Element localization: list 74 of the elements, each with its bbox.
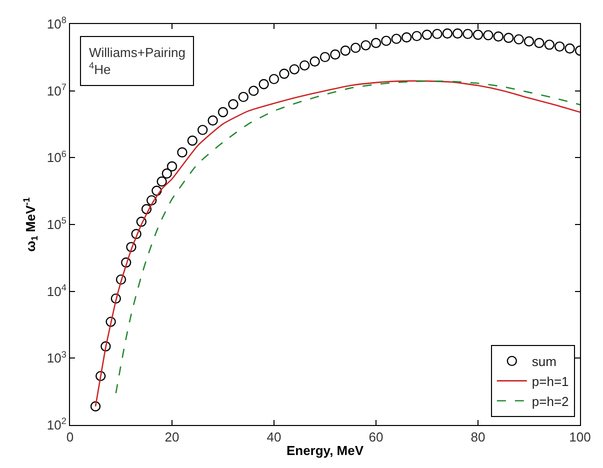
point [534,38,544,48]
point [350,42,361,53]
point [422,30,432,40]
point [268,74,280,84]
point [462,28,473,40]
point [310,56,320,67]
point [136,216,146,227]
point [187,136,198,146]
point [156,176,167,187]
point [504,32,514,43]
point [110,293,121,304]
y-tick-label: 10$^{6}$ [46,148,66,166]
point [564,43,575,54]
point [442,28,452,39]
point [198,124,208,136]
point [166,161,178,172]
point [432,28,442,40]
y-tick-label: 10$^{8}$ [46,15,66,32]
point [218,107,228,118]
annotation: Williams+Pairing [89,45,186,60]
point [402,32,412,43]
point [452,28,463,39]
x-tick-label: 60 [368,430,384,445]
legend-label: p=h=2 [532,394,569,409]
point [544,40,554,50]
legend-label: sum [532,354,556,369]
point [320,52,330,62]
point [162,168,172,179]
y-tick-label: 10$^{7}$ [46,82,66,98]
annotation: $^{4}$He [89,60,111,77]
point [300,60,310,71]
point [289,64,300,74]
point [554,41,565,52]
point [208,115,218,126]
point [126,242,136,252]
point [146,195,157,206]
point [258,79,269,90]
point [152,186,162,196]
x-tick-label: 20 [164,430,180,445]
point [90,401,101,412]
point [370,38,382,48]
point [412,30,422,42]
y-tick-label: 10$^{2}$ [46,416,66,433]
point [524,36,534,46]
point [106,316,116,327]
x-tick-label: 100 [569,430,591,445]
legend-label: p=h=1 [532,374,569,389]
x-axis-title: Energy, MeV [286,443,364,458]
point [279,68,290,79]
y-tick-label: 10$^{4}$ [46,282,66,299]
point [360,40,371,50]
y-tick-label: 10$^{5}$ [46,216,66,232]
x-tick-label: 40 [266,430,282,445]
point [228,99,238,110]
point [177,147,188,158]
point [340,46,350,56]
point [483,30,494,40]
point [248,86,259,96]
point [121,257,132,268]
point [116,274,126,285]
point [141,204,152,214]
point [96,370,106,382]
point [381,36,392,46]
y-tick-label: 10$^{3}$ [46,349,66,366]
point [100,341,111,352]
point [330,49,340,60]
point [472,30,484,40]
x-tick-label: 80 [470,430,486,445]
x-tick-label: 0 [66,430,74,445]
point [493,31,504,42]
point [391,34,402,44]
point [238,92,248,102]
point [514,34,524,44]
point [131,228,142,240]
